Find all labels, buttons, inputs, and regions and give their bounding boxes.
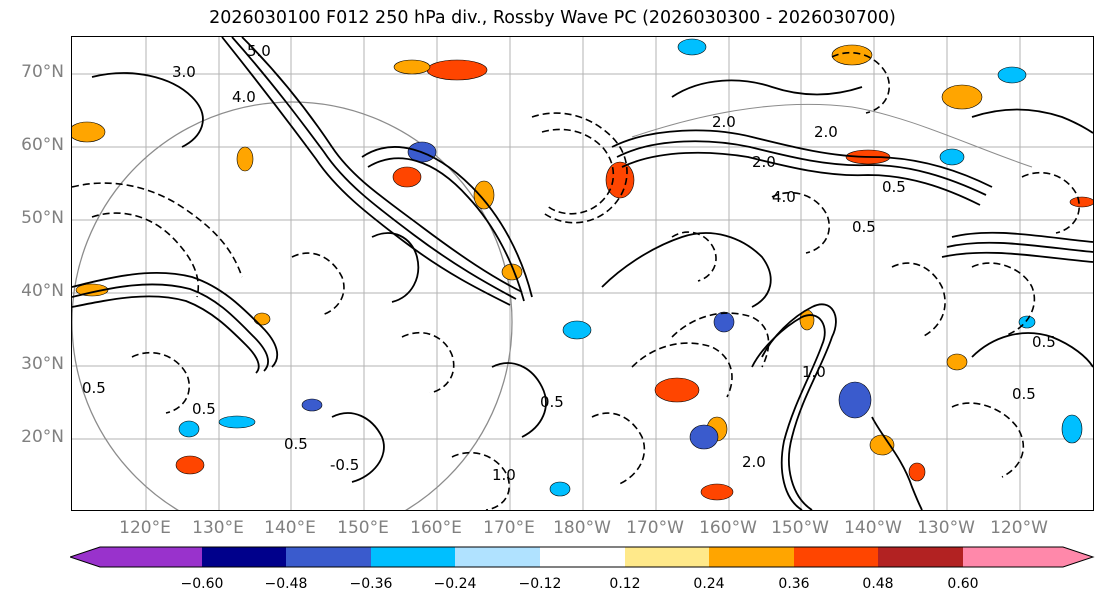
- colorbar-tick-label: 0.48: [862, 576, 893, 592]
- contour-label: 0.5: [82, 379, 106, 397]
- contour-label: 2.0: [814, 123, 838, 141]
- div-blob: [909, 463, 925, 481]
- contour-label: 4.0: [232, 88, 256, 106]
- colorbar-segment: [625, 547, 709, 567]
- div-blob: [394, 60, 430, 74]
- colorbar-tick-label: −0.36: [350, 576, 393, 592]
- map-canvas: 5.0 3.0 4.0 2.0 2.0 2.0 0.5 0.5 0.5 -0.5…: [72, 37, 1093, 510]
- lon-label-140e: 140°E: [264, 518, 316, 538]
- colorbar: [70, 546, 1095, 568]
- lon-label-170w: 170°W: [626, 518, 684, 538]
- contour-label: 0.5: [1012, 385, 1036, 403]
- contour-label: 1.0: [492, 466, 516, 484]
- div-blob: [393, 167, 421, 187]
- lon-label-170e: 170°E: [483, 518, 535, 538]
- div-blob: [606, 162, 634, 198]
- contour-label: 1.0: [802, 363, 826, 381]
- div-blob: [942, 85, 982, 109]
- conv-blob: [302, 399, 322, 411]
- contour-label: 0.5: [852, 218, 876, 236]
- conv-blob: [219, 416, 255, 428]
- lat-label-30n: 30°N: [0, 354, 64, 374]
- div-blob: [237, 147, 253, 171]
- conv-blob: [714, 312, 734, 332]
- div-blob: [176, 456, 204, 474]
- colorbar-tick-label: 0.12: [609, 576, 640, 592]
- colorbar-segment: [878, 547, 963, 567]
- colorbar-tick-label: −0.60: [181, 576, 224, 592]
- conv-blob: [839, 382, 871, 418]
- contour-label: 2.0: [712, 113, 736, 131]
- lat-label-60n: 60°N: [0, 135, 64, 155]
- colorbar-segment: [709, 547, 794, 567]
- lon-label-180w: 180°W: [553, 518, 611, 538]
- colorbar-segment: [202, 547, 286, 567]
- graticule: [72, 37, 1093, 510]
- contour-label: 4.0: [772, 188, 796, 206]
- contour-label: 0.5: [1032, 333, 1056, 351]
- div-blob: [474, 181, 494, 209]
- colorbar-tick-label: −0.24: [434, 576, 477, 592]
- figure-title: 2026030100 F012 250 hPa div., Rossby Wav…: [0, 8, 1105, 28]
- div-blob: [1070, 197, 1093, 207]
- conv-blob: [550, 482, 570, 496]
- lon-label-130e: 130°E: [192, 518, 244, 538]
- conv-blob: [1062, 415, 1082, 443]
- colorbar-segments: [70, 547, 1093, 567]
- lon-label-120w: 120°W: [990, 518, 1048, 538]
- lon-label-160e: 160°E: [410, 518, 462, 538]
- contour-label: 5.0: [247, 42, 271, 60]
- lat-label-50n: 50°N: [0, 208, 64, 228]
- colorbar-tick-label: −0.12: [519, 576, 562, 592]
- lon-label-150w: 150°W: [771, 518, 829, 538]
- colorbar-tick-label: 0.36: [778, 576, 809, 592]
- contour-label: 3.0: [172, 63, 196, 81]
- div-blob: [947, 354, 967, 370]
- contour-label: 2.0: [752, 153, 776, 171]
- lat-label-40n: 40°N: [0, 281, 64, 301]
- div-blob: [72, 122, 105, 142]
- lon-label-150e: 150°E: [337, 518, 389, 538]
- conv-blob: [690, 425, 718, 449]
- conv-blob: [998, 67, 1026, 83]
- map-panel: 5.0 3.0 4.0 2.0 2.0 2.0 0.5 0.5 0.5 -0.5…: [71, 36, 1094, 511]
- lon-label-130w: 130°W: [917, 518, 975, 538]
- colorbar-segment: [794, 547, 878, 567]
- negative-contours: [72, 53, 1079, 510]
- div-blob: [427, 60, 487, 80]
- div-blob: [254, 313, 270, 325]
- colorbar-tick-label: −0.48: [265, 576, 308, 592]
- conv-blob: [179, 421, 199, 437]
- colorbar-tick-label: 0.24: [693, 576, 724, 592]
- colorbar-segment: [371, 547, 455, 567]
- colorbar-segment: [540, 547, 625, 567]
- lon-label-140w: 140°W: [844, 518, 902, 538]
- colorbar-tick-label: 0.60: [947, 576, 978, 592]
- contour-label: 0.5: [882, 178, 906, 196]
- contour-label: 2.0: [742, 453, 766, 471]
- conv-blob: [940, 149, 964, 165]
- conv-blob: [678, 39, 706, 55]
- colorbar-segment: [286, 547, 371, 567]
- contour-label: 0.5: [284, 435, 308, 453]
- div-blob: [701, 484, 733, 500]
- lat-label-20n: 20°N: [0, 427, 64, 447]
- contour-label: 0.5: [192, 400, 216, 418]
- lon-label-160w: 160°W: [699, 518, 757, 538]
- conv-blob: [563, 321, 591, 339]
- colorbar-segment: [455, 547, 540, 567]
- contour-label: 0.5: [540, 393, 564, 411]
- contour-label: -0.5: [330, 456, 359, 474]
- div-blob: [655, 378, 699, 402]
- lat-label-70n: 70°N: [0, 62, 64, 82]
- lon-label-120e: 120°E: [119, 518, 171, 538]
